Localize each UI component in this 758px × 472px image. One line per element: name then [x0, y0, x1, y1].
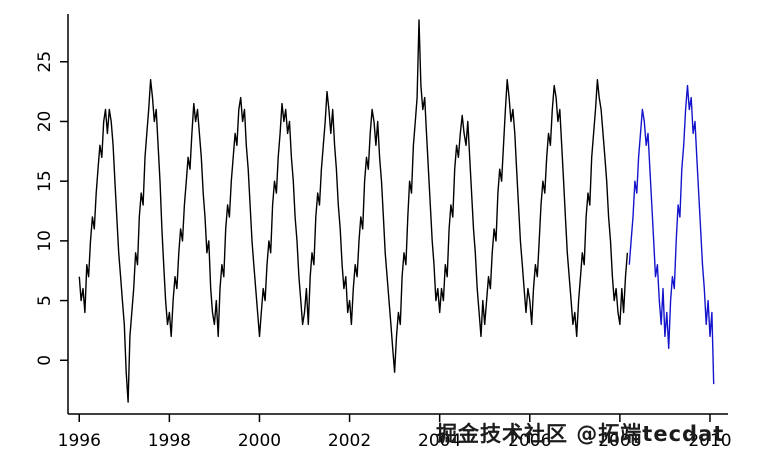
x-tick-label: 2002 — [328, 431, 371, 451]
x-tick-label: 2000 — [238, 431, 281, 451]
x-tick-label: 2008 — [598, 431, 641, 451]
y-tick-label: 15 — [35, 170, 55, 192]
y-tick-label: 10 — [35, 230, 55, 252]
x-tick-label: 1998 — [148, 431, 191, 451]
x-tick-label: 2010 — [688, 431, 731, 451]
watermark: 掘金技术社区 @拓端tecdat — [436, 422, 725, 446]
y-tick-label: 25 — [35, 51, 55, 73]
x-tick-label: 2006 — [508, 431, 551, 451]
y-tick-label: 5 — [35, 295, 55, 306]
y-tick-label: 20 — [35, 111, 55, 133]
forecast-series-line — [628, 84, 715, 385]
x-tick-label: 1996 — [58, 431, 101, 451]
observed-series-line — [78, 19, 629, 403]
x-tick-label: 2004 — [418, 431, 461, 451]
y-tick-label: 0 — [35, 355, 55, 366]
